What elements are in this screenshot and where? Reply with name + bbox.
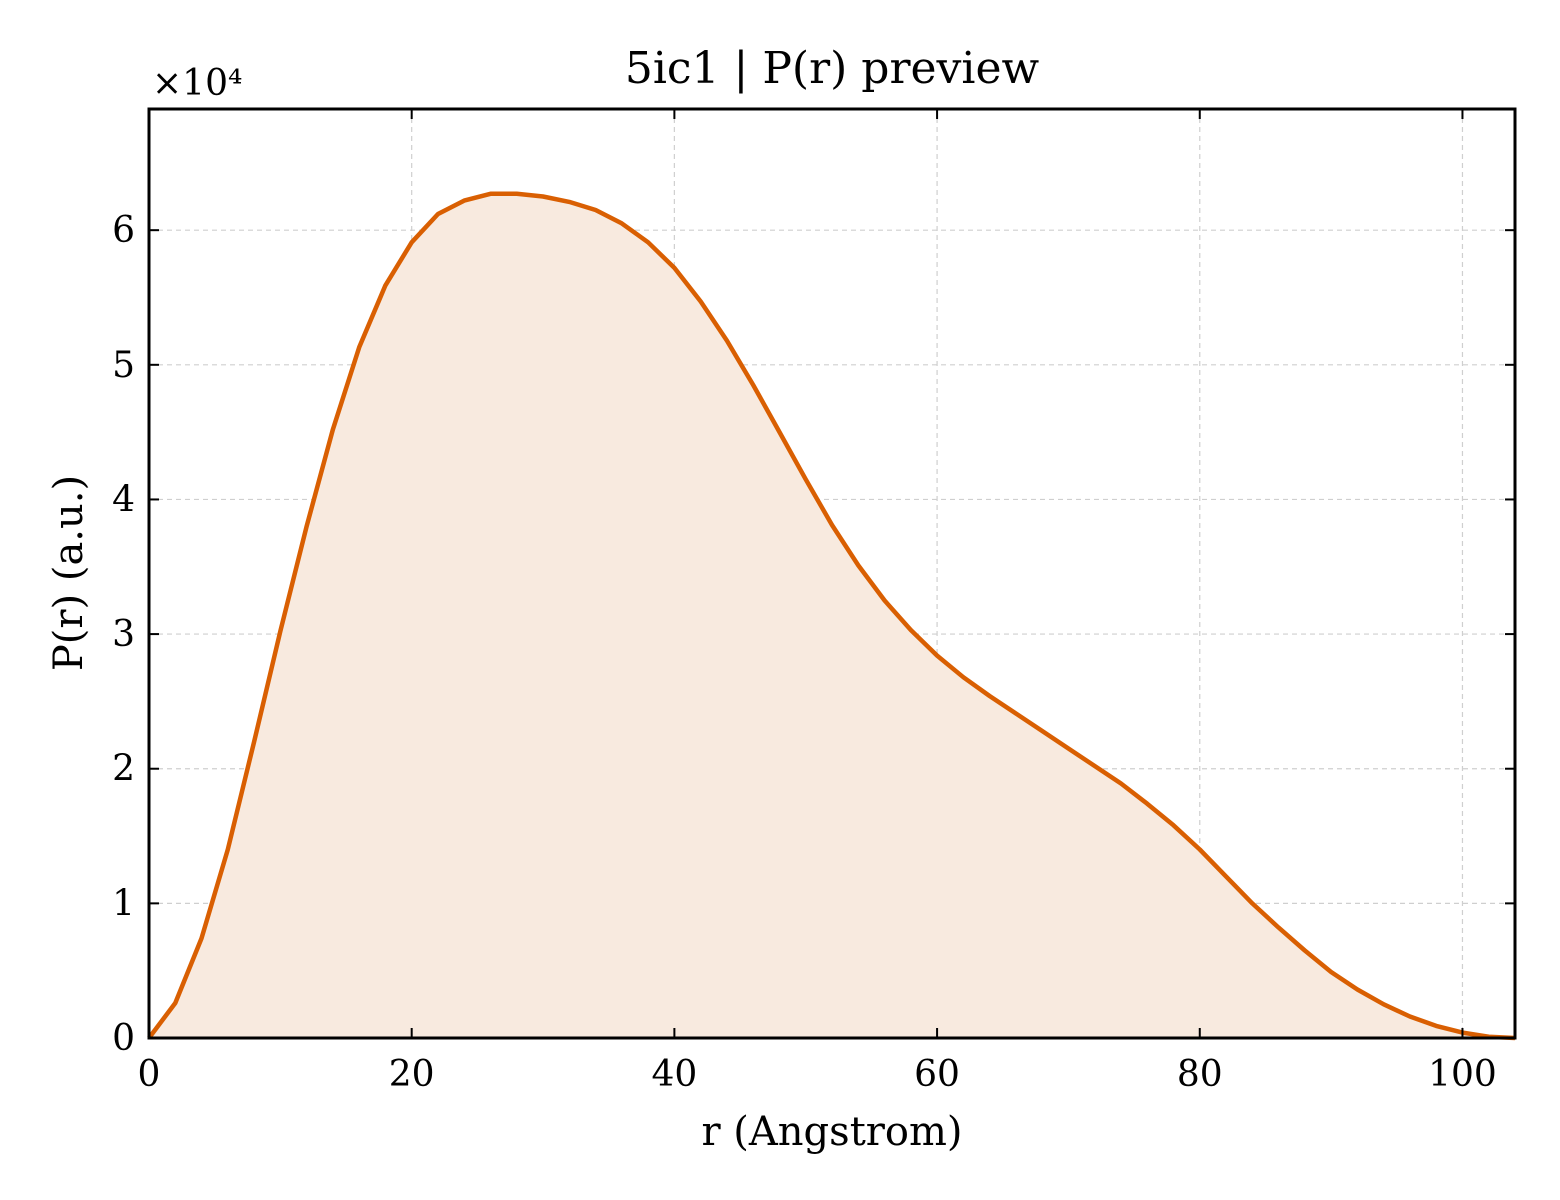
y-tick-label: 3 <box>112 614 135 655</box>
ticks: 0 20 40 60 80 100 0 1 2 3 4 5 6 <box>112 109 1515 1095</box>
x-tick-label: 20 <box>389 1054 435 1095</box>
x-tick-label: 0 <box>138 1054 161 1095</box>
chart-title: 5ic1 | P(r) preview <box>625 43 1040 94</box>
y-tick-label: 5 <box>112 345 135 386</box>
y-offset-label: ×10⁴ <box>152 63 242 104</box>
y-axis-label: P(r) (a.u.) <box>46 475 92 671</box>
pr-curve-line <box>147 191 1516 1041</box>
y-tick-label: 6 <box>112 210 135 251</box>
pr-area-fill <box>149 193 1515 1039</box>
plot-frame <box>147 107 1517 1040</box>
x-tick-label: 60 <box>914 1054 960 1095</box>
y-tick-label: 1 <box>112 883 135 924</box>
x-tick-label: 80 <box>1177 1054 1223 1095</box>
y-tick-label: 2 <box>112 749 135 790</box>
y-tick-label: 0 <box>112 1018 135 1059</box>
y-tick-label: 4 <box>112 479 135 520</box>
x-axis-label: r (Angstrom) <box>701 1109 962 1155</box>
x-tick-label: 100 <box>1428 1054 1497 1095</box>
x-tick-label: 40 <box>651 1054 697 1095</box>
